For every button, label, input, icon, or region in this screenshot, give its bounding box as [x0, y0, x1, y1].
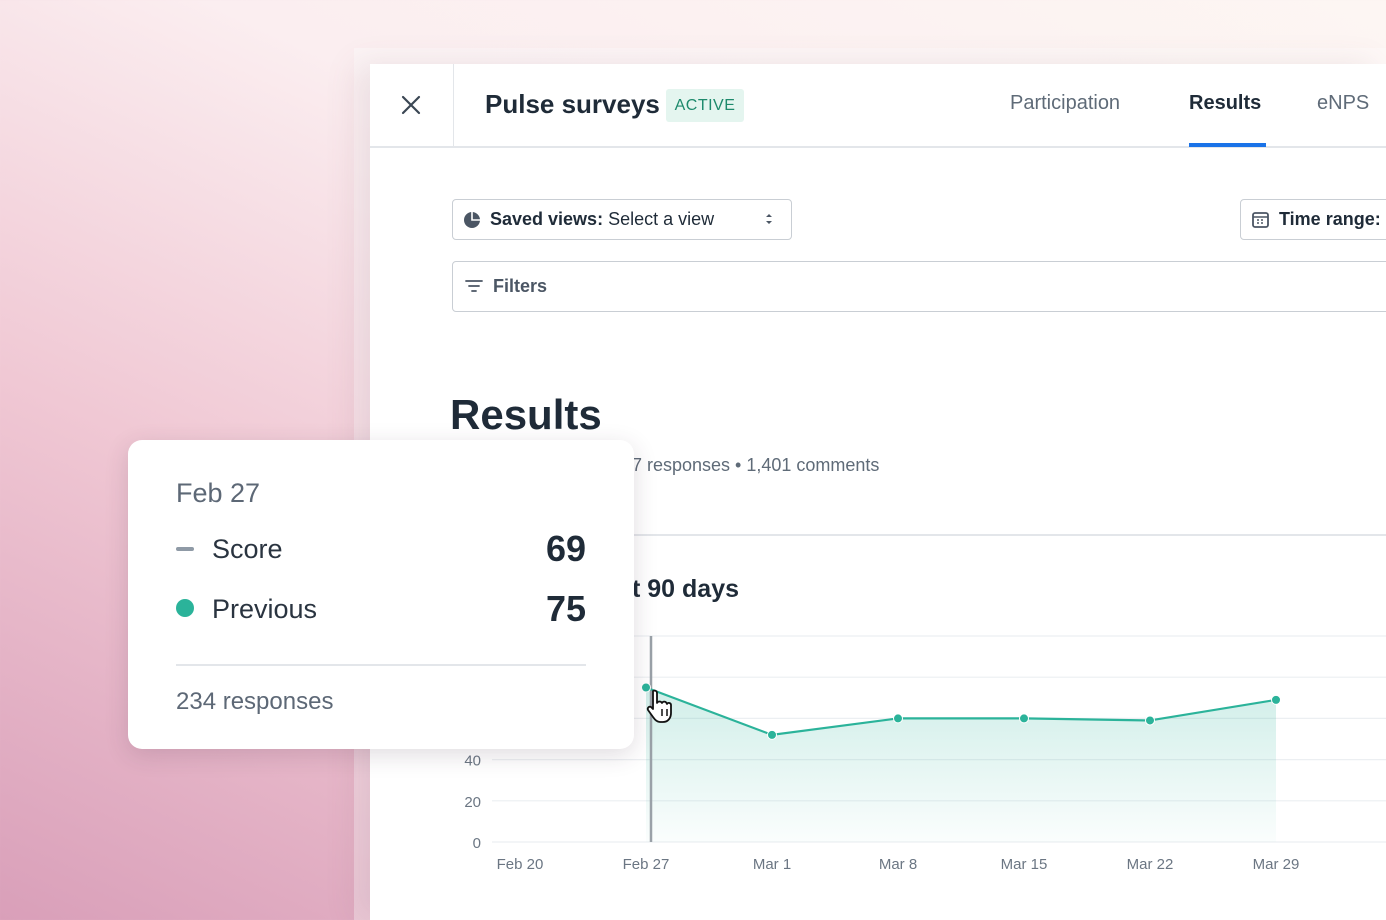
- y-tick-label: 40: [464, 753, 481, 770]
- filter-icon: [465, 280, 483, 292]
- point: [1145, 715, 1155, 726]
- point: [1019, 713, 1029, 724]
- legend-dash: [176, 547, 194, 551]
- line: [645, 686, 1277, 737]
- divider: [453, 64, 454, 147]
- select-value: Select a view: [608, 209, 715, 229]
- time-range-label: Time range:: [1279, 209, 1381, 229]
- x-tick-label: Mar 15: [1001, 856, 1048, 873]
- filters-bar[interactable]: [452, 261, 1386, 312]
- row-value: 69: [545, 528, 586, 569]
- x-tick-label: Mar 8: [879, 856, 917, 873]
- x-tick-label: Mar 1: [753, 856, 791, 873]
- area: [646, 687, 1276, 842]
- summary: 7 responses • 1,401 comments: [632, 455, 880, 475]
- select-label: Saved views:: [490, 209, 604, 229]
- divider: [176, 664, 586, 666]
- tooltip-date: Feb 27: [176, 478, 261, 508]
- row-name: Score: [212, 534, 283, 564]
- x-tick-label: Mar 29: [1253, 856, 1300, 873]
- tab[interactable]: Participation: [1010, 92, 1121, 114]
- row-value: 75: [545, 588, 586, 629]
- point: [1271, 694, 1281, 705]
- close-button[interactable]: [398, 92, 424, 118]
- divider: [600, 534, 1386, 536]
- x-tick-label: Mar 22: [1127, 856, 1174, 873]
- cursor: [646, 689, 672, 723]
- tab[interactable]: Results: [1189, 92, 1262, 114]
- tab-indicator: [1189, 143, 1266, 147]
- calendar-icon: [1252, 212, 1269, 228]
- divider: [370, 146, 1386, 148]
- x-tick-label: Feb 27: [623, 856, 670, 873]
- point: [893, 713, 903, 724]
- select-arrows: [766, 214, 772, 224]
- chart-title: t 90 days: [632, 575, 740, 603]
- time-range-select[interactable]: [1240, 199, 1386, 240]
- status-badge: ACTIVE: [666, 89, 744, 122]
- tab[interactable]: eNPS: [1317, 92, 1370, 114]
- point: [641, 682, 651, 693]
- saved-views-select[interactable]: [452, 199, 792, 240]
- section-title: Results: [450, 391, 602, 438]
- y-tick-label: 0: [473, 835, 481, 852]
- tooltip: Feb 27 Score 69 Previous 75 234 response…: [128, 440, 634, 749]
- page-title: Pulse surveys: [485, 89, 660, 119]
- row-name: Previous: [212, 594, 318, 624]
- y-tick-label: 20: [464, 794, 481, 811]
- point: [767, 729, 777, 740]
- legend-dot: [176, 599, 194, 617]
- tooltip-footer: 234 responses: [176, 688, 334, 715]
- filters-label: Filters: [493, 276, 548, 296]
- x-tick-label: Feb 20: [497, 856, 544, 873]
- pie-icon: [464, 212, 480, 228]
